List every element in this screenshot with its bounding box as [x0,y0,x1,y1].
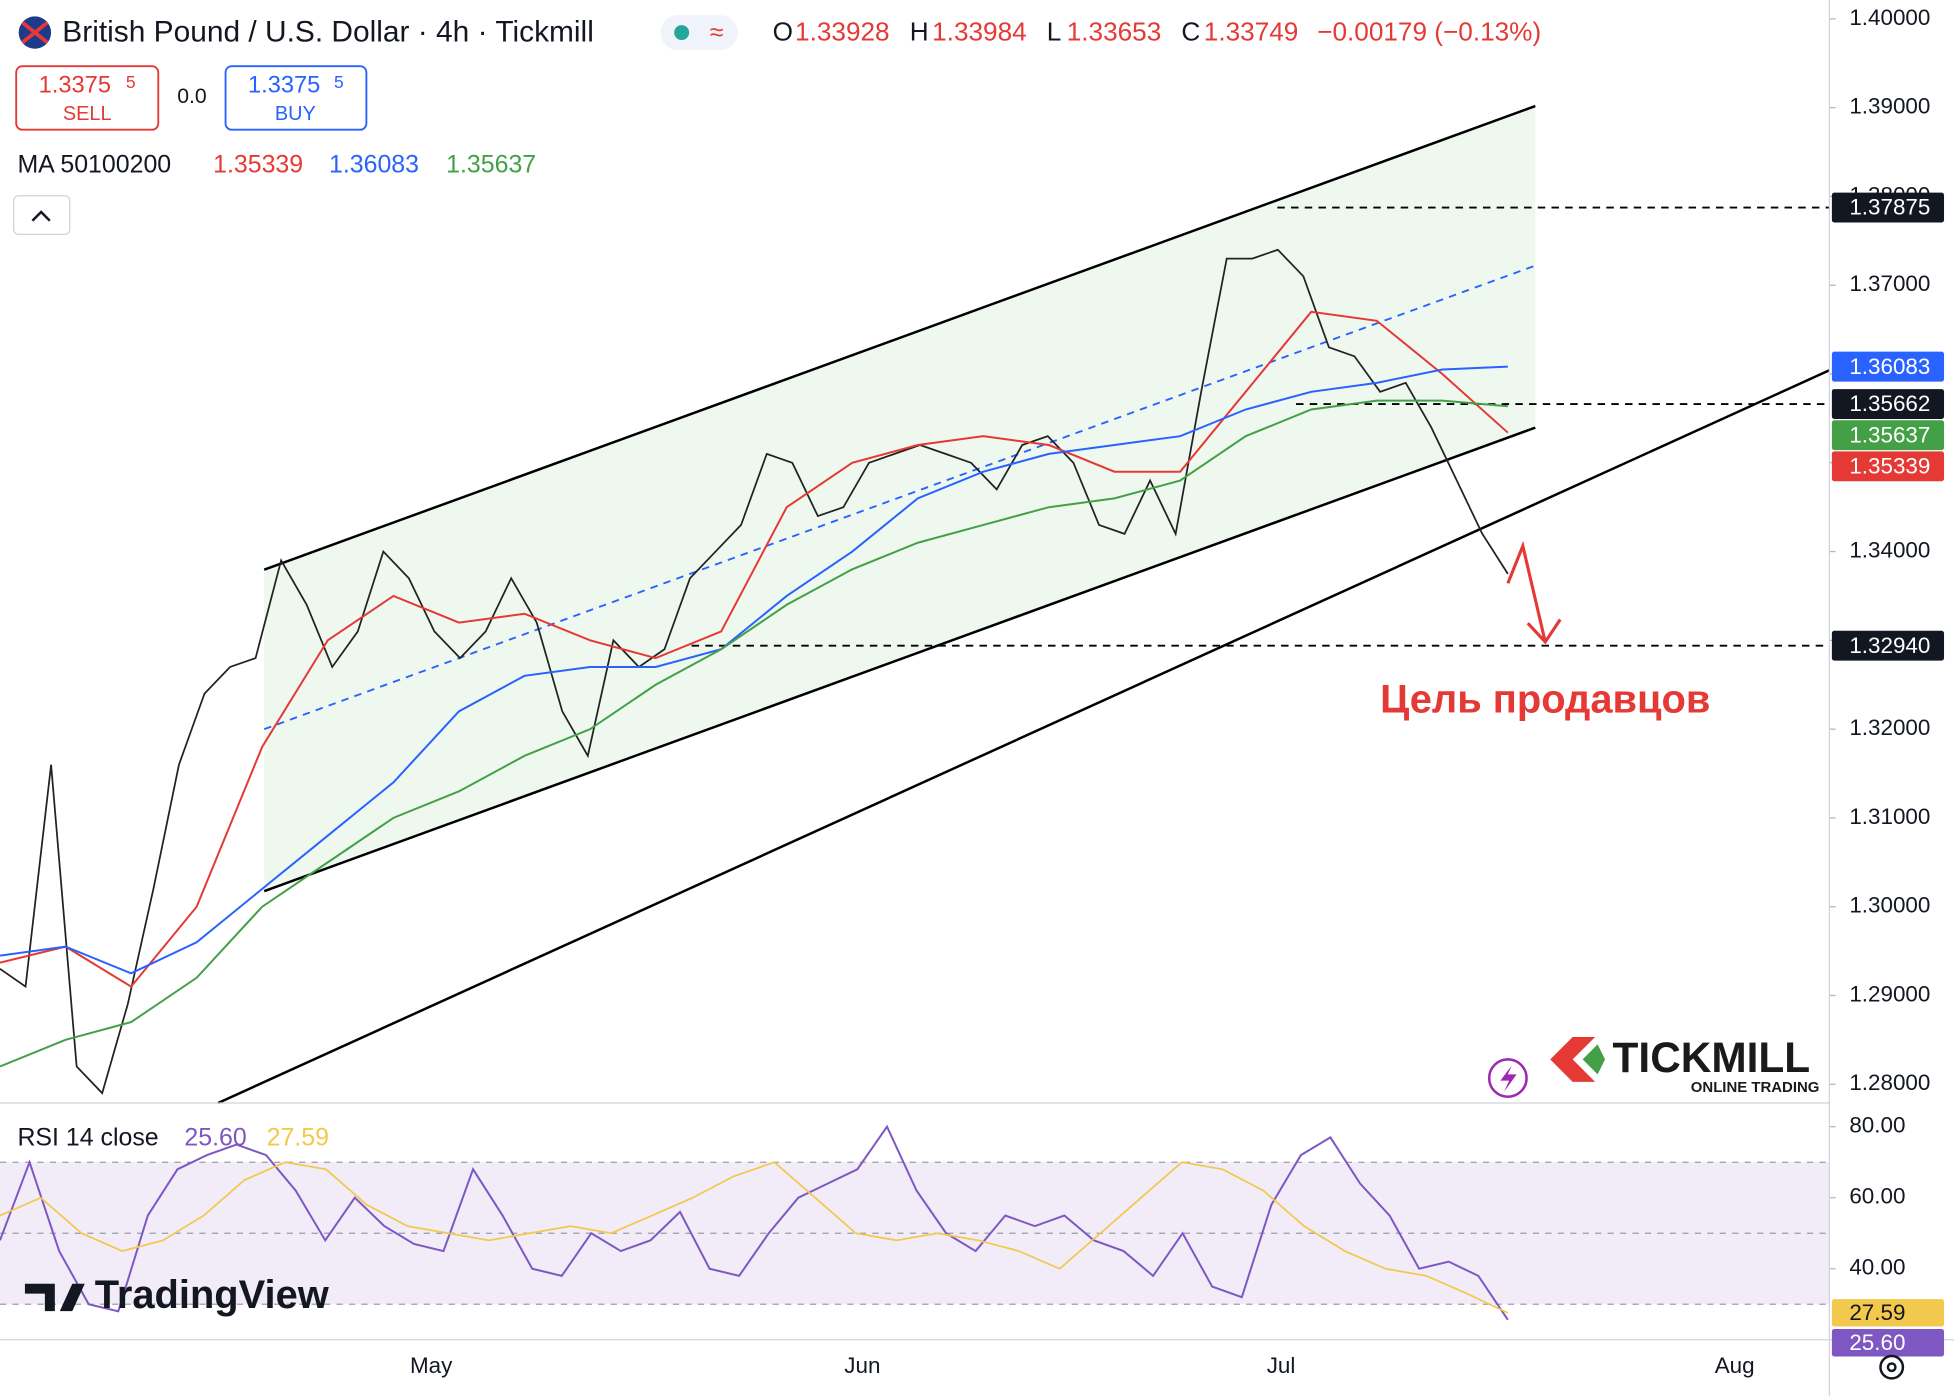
y-tick-label: 1.40000 [1849,5,1930,30]
y-tick-label: 1.31000 [1849,804,1930,829]
x-tick-label: May [410,1353,453,1378]
rsi-tag-label: 27.59 [1849,1300,1905,1325]
ohlc-value: 1.33749 [1204,17,1299,47]
rsi-tag [1831,1329,1945,1357]
symbol-title: British Pound / U.S. Dollar · 4h · Tickm… [62,16,594,49]
price-change: −0.00179 (−0.13%) [1317,17,1541,47]
price-tag [1831,351,1945,382]
settings-icon[interactable] [1879,1354,1905,1380]
rsi-tag [1831,1299,1945,1327]
price-tag [1831,630,1945,661]
series-line [0,1124,1509,1321]
ohlc-value: 1.33928 [795,17,890,47]
annotation: Цель продавцов [1380,677,1710,721]
channel-upper [263,104,1536,571]
rsi-legend-value: 25.60 [184,1124,246,1152]
price-tag-label: 1.36083 [1849,354,1930,379]
ma-legend-value: 1.36083 [329,150,419,178]
series-line [0,1161,1509,1314]
price-tag [1831,420,1945,451]
y-tick-label: 1.29000 [1849,981,1930,1006]
series-line [0,365,1508,975]
price-tag [1831,451,1945,482]
price-tag-label: 1.35339 [1849,453,1930,478]
series-line [0,248,1509,1095]
overlay: 1.37875 1.35662 1.32940 1.35339 1.36083 1.356… [1831,192,1945,1357]
spread: 0.0 [177,85,206,108]
price-tag-label: 1.35662 [1849,391,1930,416]
y-tick-label: 1.32000 [1849,715,1930,740]
rsi-legend-title: RSI 14 close [17,1124,158,1152]
series-line [0,310,1509,988]
y-tick-label: 80.00 [1849,1113,1905,1138]
ohlc-value: 1.33653 [1067,17,1162,47]
x-tick-label: Jul [1267,1353,1296,1378]
price-tag-label: 1.37875 [1849,195,1930,220]
channel-lower [263,426,1536,893]
x-tick-label: Aug [1715,1353,1755,1378]
tickmill-logo [1582,1044,1606,1075]
sell-label: SELL [63,103,112,125]
rsi-tag-label: 25.60 [1849,1330,1905,1355]
ma-legend-value: 1.35637 [446,150,536,178]
y-tick-label: 40.00 [1849,1255,1905,1280]
y-tick-label: 1.34000 [1849,537,1930,562]
tickmill-wordmark: TICKMILL [1613,1034,1811,1081]
flag-icon [21,21,49,44]
tradingview-wordmark: TradingView [95,1273,330,1317]
ma-legend-title: MA 50100200 [17,150,171,178]
tradingview-logo [24,1283,85,1312]
status-dot [674,25,690,41]
y-tick-label: 1.28000 [1849,1070,1930,1095]
lightning-icon [1487,1058,1528,1099]
price-tag-label: 1.35637 [1849,422,1930,447]
y-tick-label: 1.39000 [1849,94,1930,119]
lightning-icon [1500,1065,1517,1092]
settings-icon [1886,1362,1897,1373]
sell-button[interactable] [15,65,160,131]
rsi-legend-value: 27.59 [267,1124,329,1152]
ohlc-name: L [1047,17,1062,47]
ohlc-name: O [773,17,793,47]
price-tag [1831,389,1945,419]
buy-pip: 5 [334,72,344,92]
ohlc-name: H [910,17,929,47]
price-tag-label: 1.32940 [1849,633,1930,658]
arrow-head [1526,618,1562,645]
buy-label: BUY [275,103,316,125]
ohlc-value: 1.33984 [932,17,1027,47]
buy-price: 1.3375 [248,72,320,98]
buy-button[interactable] [224,65,368,131]
series-line [0,399,1508,1068]
status-pill[interactable] [660,15,738,50]
chevron-icon [31,210,51,222]
status-icon: ≈ [710,18,724,46]
trendline [217,369,1830,1105]
tickmill-tagline: ONLINE TRADING [1691,1079,1820,1096]
price-tag [1831,192,1945,223]
channel-mid [263,264,1536,731]
collapse-button[interactable] [13,195,71,236]
y-tick-label: 60.00 [1849,1184,1905,1209]
ohlc-name: C [1181,17,1200,47]
ma-legend-value: 1.35339 [213,150,303,178]
y-tick-label: 1.30000 [1849,893,1930,918]
sell-pip: 5 [126,72,136,92]
sell-price: 1.3375 [39,72,111,98]
x-tick-label: Jun [844,1353,880,1378]
arrow [1506,540,1547,643]
y-tick-label: 1.37000 [1849,271,1930,296]
